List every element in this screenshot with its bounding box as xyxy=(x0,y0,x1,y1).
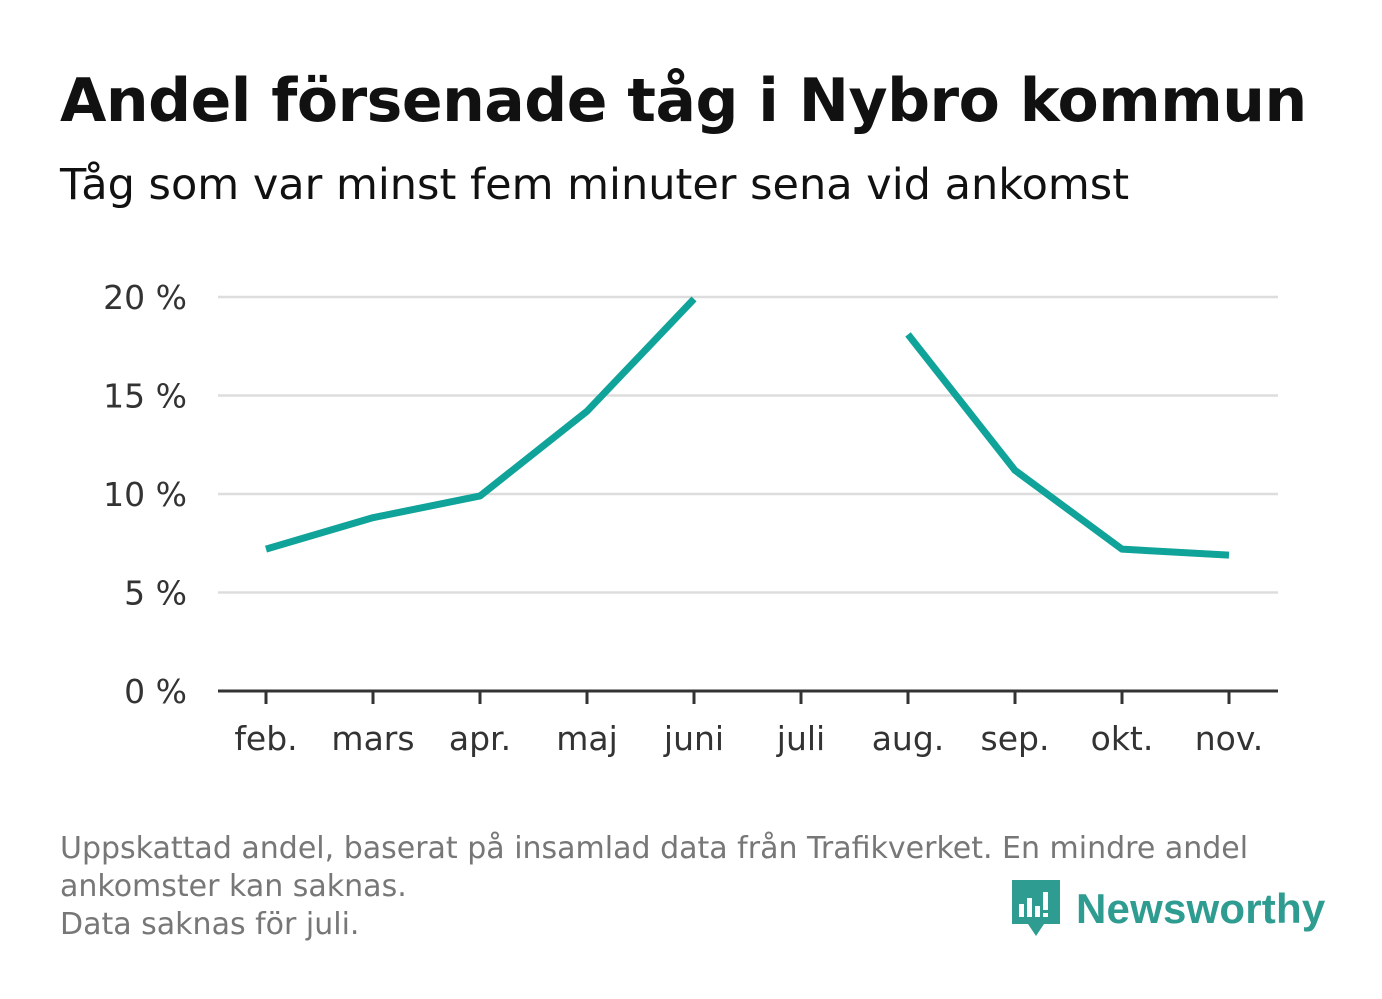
footnote-line: Uppskattad andel, baserat på insamlad da… xyxy=(60,831,1249,866)
x-tick-label: apr. xyxy=(449,719,511,758)
x-tick-label: feb. xyxy=(234,719,297,758)
y-axis-tick-labels: 0 % 5 % 10 % 15 % 20 % xyxy=(103,278,187,711)
y-tick-label: 20 % xyxy=(103,278,187,317)
x-tick-label: aug. xyxy=(872,719,945,758)
x-tick-label: mars xyxy=(331,719,414,758)
x-tick-label: nov. xyxy=(1195,719,1264,758)
y-tick-label: 0 % xyxy=(124,672,187,711)
series-line-segment xyxy=(265,296,697,553)
series-line-segment xyxy=(905,332,1230,559)
x-tick-label: juni xyxy=(663,719,724,758)
footnote-line: ankomster kan saknas. xyxy=(60,869,407,904)
series-lines xyxy=(265,296,1230,559)
y-tick-label: 15 % xyxy=(103,377,187,416)
footnote-line: Data saknas för juli. xyxy=(60,907,360,942)
brand-name: Newsworthy xyxy=(1076,885,1326,932)
y-tick-label: 5 % xyxy=(124,574,187,613)
gridlines xyxy=(218,295,1278,594)
x-tick-label: juli xyxy=(776,719,825,758)
y-tick-label: 10 % xyxy=(103,475,187,514)
x-tick-label: sep. xyxy=(981,719,1050,758)
footnote: Uppskattad andel, baserat på insamlad da… xyxy=(60,830,1320,944)
brand-logo: Newsworthy xyxy=(1010,878,1325,940)
chart-subtitle: Tåg som var minst fem minuter sena vid a… xyxy=(60,160,1130,210)
newsworthy-logo-icon xyxy=(1012,880,1060,936)
x-axis xyxy=(218,689,1278,704)
x-axis-tick-labels: feb. mars apr. maj juni juli aug. sep. okt. nov. xyxy=(234,719,1263,758)
x-tick-label: maj xyxy=(556,719,618,758)
chart-title: Andel försenade tåg i Nybro kommun xyxy=(60,66,1307,136)
x-tick-label: okt. xyxy=(1091,719,1154,758)
